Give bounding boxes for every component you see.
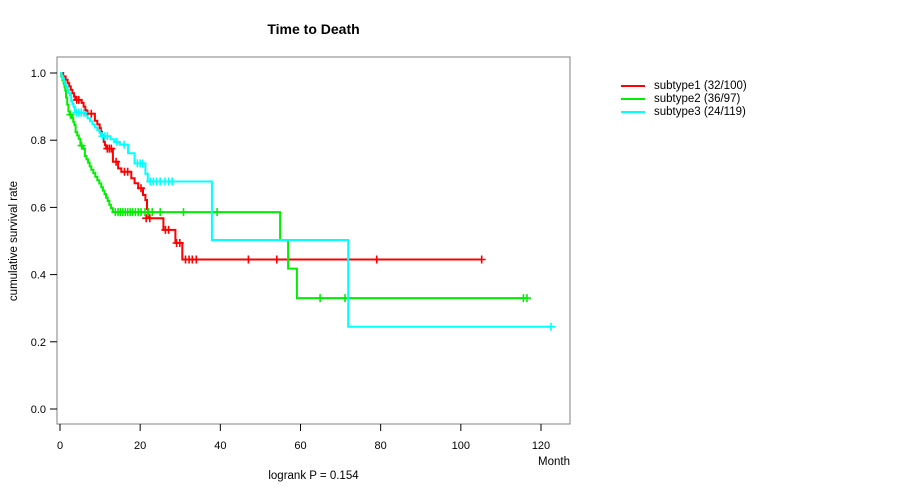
x-tick-label: 20 <box>134 440 146 452</box>
legend-item-label: subtype2 (36/97) <box>654 93 741 106</box>
legend-item-label: subtype1 (32/100) <box>654 79 747 92</box>
y-tick-label: 0.0 <box>31 404 46 416</box>
y-tick-label: 0.6 <box>31 202 46 214</box>
x-tick-label: 100 <box>452 440 470 452</box>
legend-item-label: subtype3 (24/119) <box>654 106 746 119</box>
y-tick-label: 0.8 <box>31 135 46 147</box>
logrank-pvalue: logrank P = 0.154 <box>268 470 359 482</box>
survival-curve-subtype1 <box>60 72 482 261</box>
x-tick-label: 120 <box>532 440 550 452</box>
y-tick-label: 0.4 <box>31 270 46 282</box>
legend-line-swatch-subtype3 <box>621 111 645 114</box>
legend-item-subtype3: subtype3 (24/119) <box>621 106 747 119</box>
censor-marks-subtype2 <box>66 110 531 303</box>
y-axis-label: cumulative survival rate <box>8 180 20 302</box>
legend-item-subtype1: subtype1 (32/100) <box>621 79 747 92</box>
x-axis-label: Month <box>538 456 570 468</box>
legend: subtype1 (32/100) subtype2 (36/97) subty… <box>621 79 747 119</box>
survival-curve-subtype2 <box>60 72 527 300</box>
x-tick-label: 60 <box>294 440 306 452</box>
censor-marks-subtype3 <box>72 108 555 331</box>
x-tick-label: 80 <box>375 440 387 452</box>
legend-item-subtype2: subtype2 (36/97) <box>621 92 747 105</box>
censor-marks-subtype1 <box>72 95 486 264</box>
x-tick-label: 0 <box>57 440 63 452</box>
survival-curve-subtype3 <box>60 72 551 328</box>
y-tick-label: 1.0 <box>31 68 46 80</box>
legend-line-swatch-subtype1 <box>621 84 645 87</box>
legend-line-swatch-subtype2 <box>621 98 645 101</box>
y-tick-label: 0.2 <box>31 337 46 349</box>
chart-title: Time to Death <box>267 21 360 37</box>
x-tick-label: 40 <box>214 440 226 452</box>
plot-box <box>56 56 571 425</box>
